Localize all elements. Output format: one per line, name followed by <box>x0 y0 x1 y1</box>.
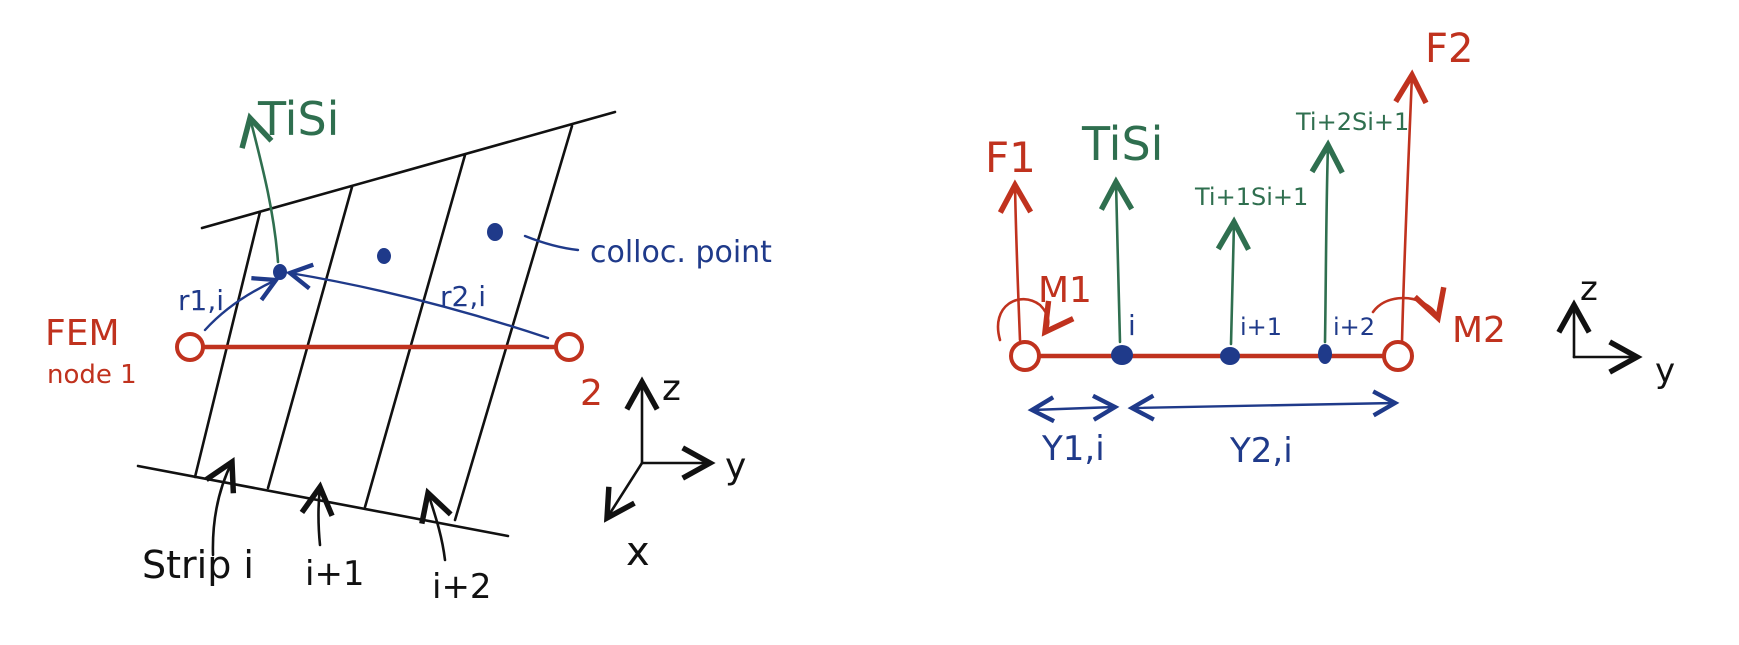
force-arrow-tisi-right <box>1098 176 1135 344</box>
fem-node-2 <box>554 332 584 362</box>
force-arrow-ti1 <box>1215 216 1251 346</box>
axis-x-label: x <box>626 529 650 575</box>
y1-dimension-arrow <box>1027 393 1120 424</box>
axis-z-label: z <box>662 368 681 409</box>
strip-i2-pointer <box>419 487 453 562</box>
moment-arrow-m2 <box>1371 286 1447 324</box>
colloc-pointer-line <box>523 234 580 252</box>
strip-i1-pointer <box>299 481 335 547</box>
force-label-tisi: TiSi <box>257 92 339 146</box>
right-axis-z-label: z <box>1580 269 1598 309</box>
strip-i-pointer <box>204 456 237 557</box>
left-diagram: TiSi colloc. point r1,i r2,i FEM node 1 … <box>45 92 772 607</box>
force-label-ti1: Ti+1Si+1 <box>1194 183 1308 211</box>
r1-vector <box>203 276 281 332</box>
colloc-point-i <box>273 264 287 280</box>
force-arrow-f2 <box>1393 69 1429 344</box>
beam-node-2 <box>1382 340 1414 372</box>
force-label-ti2: Ti+2Si+1 <box>1295 108 1409 136</box>
strip-node-i1 <box>1220 347 1240 365</box>
strip-divider-1 <box>193 210 262 479</box>
node-i2-label: i+2 <box>1333 313 1375 341</box>
strip-node-i <box>1111 345 1133 365</box>
y1-label: Y1,i <box>1041 429 1105 469</box>
node-i1-label: i+1 <box>1240 313 1282 341</box>
right-diagram: F1 F2 M1 M2 TiSi Ti+1Si+1 Ti+2Si+1 i i+1… <box>985 26 1675 471</box>
node-i-label: i <box>1128 309 1136 342</box>
force-arrow-tisi <box>239 112 280 264</box>
strip-divider-3 <box>363 153 467 509</box>
y2-label: Y2,i <box>1229 431 1293 471</box>
strip-i-label: Strip i <box>142 543 254 587</box>
fem-node-1 <box>175 332 205 362</box>
m1-label: M1 <box>1038 270 1092 311</box>
force-arrow-ti2 <box>1309 139 1345 344</box>
strip-divider-2 <box>266 185 354 490</box>
force-arrow-f1 <box>997 179 1034 342</box>
m2-label: M2 <box>1452 310 1506 351</box>
r1-label: r1,i <box>178 284 224 317</box>
y2-dimension-arrow <box>1127 389 1400 422</box>
f1-label: F1 <box>985 133 1036 182</box>
r2-vector <box>285 262 550 340</box>
colloc-point-i1 <box>377 248 391 264</box>
force-label-tisi-right: TiSi <box>1081 117 1163 171</box>
strip-divider-4 <box>453 124 574 522</box>
node2-label: 2 <box>580 373 603 414</box>
panel-bottom-edge <box>136 464 510 538</box>
colloc-point-i2 <box>487 223 503 241</box>
strip-node-i2 <box>1318 344 1332 364</box>
fem-label: FEM <box>45 313 120 354</box>
beam-node-1 <box>1009 340 1041 372</box>
r2-label: r2,i <box>440 280 486 313</box>
strip-i1-label: i+1 <box>305 554 365 594</box>
moment-arrow-m1 <box>996 298 1075 342</box>
node1-label: node 1 <box>47 360 137 390</box>
axis-x-arrow <box>603 461 644 523</box>
colloc-label: colloc. point <box>590 235 772 270</box>
strip-i2-label: i+2 <box>432 567 492 607</box>
f2-label: F2 <box>1425 26 1473 72</box>
right-axis-y-label: y <box>1655 351 1675 391</box>
axis-y-label: y <box>725 446 746 487</box>
